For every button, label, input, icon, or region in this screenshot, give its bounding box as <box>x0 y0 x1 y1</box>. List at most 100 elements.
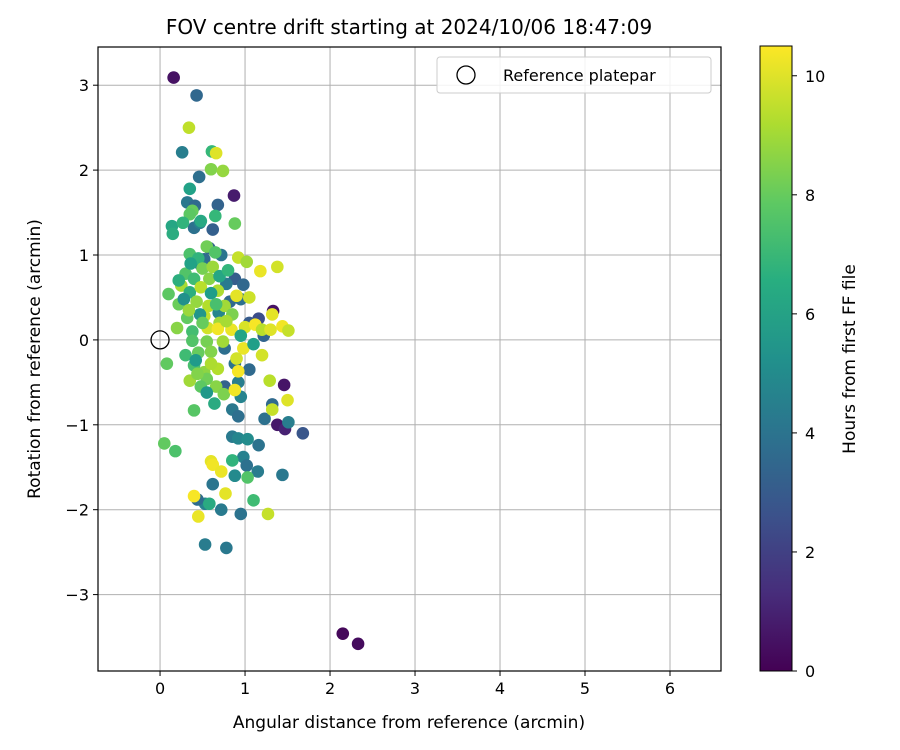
data-point-0 <box>167 71 180 84</box>
data-point-60 <box>182 121 196 134</box>
x-tick-label-5: 5 <box>580 679 590 698</box>
data-point-110 <box>282 324 295 337</box>
data-point-88 <box>194 280 208 294</box>
data-point-69 <box>194 214 208 228</box>
data-point-54 <box>234 507 248 521</box>
data-point-3 <box>227 189 241 202</box>
data-point-115 <box>237 342 250 355</box>
data-point-164 <box>220 314 233 328</box>
data-point-148 <box>191 510 205 523</box>
data-point-124 <box>231 365 245 378</box>
data-point-136 <box>157 437 171 450</box>
data-point-70 <box>208 209 222 223</box>
data-point-103 <box>211 322 225 336</box>
y-tick-label-1: −2 <box>65 501 89 520</box>
data-point-111 <box>265 308 279 321</box>
data-point-163 <box>182 303 196 317</box>
data-point-71 <box>228 217 242 230</box>
y-tick-label-0: −3 <box>65 586 89 605</box>
data-point-161 <box>209 297 223 311</box>
data-point-100 <box>170 321 184 335</box>
data-point-150 <box>204 286 218 300</box>
data-point-49 <box>276 468 289 482</box>
y-tick-label-2: −1 <box>65 416 89 435</box>
y-axis-label: Rotation from reference (arcmin) <box>25 219 45 499</box>
data-point-159 <box>172 274 186 287</box>
x-tick-label-3: 3 <box>410 679 420 698</box>
data-point-74 <box>208 246 222 259</box>
data-point-143 <box>219 487 232 500</box>
data-point-56 <box>220 541 233 555</box>
data-point-23 <box>237 278 250 292</box>
data-point-154 <box>208 397 221 410</box>
legend-box <box>436 56 712 94</box>
plot-frame <box>97 46 722 672</box>
data-point-61 <box>204 162 218 176</box>
data-point-132 <box>228 383 242 397</box>
colorbar-tick-label-3: 6 <box>805 305 815 324</box>
data-point-48 <box>251 465 265 478</box>
data-point-59 <box>209 146 223 160</box>
data-point-120 <box>160 357 174 370</box>
data-point-2 <box>351 637 365 651</box>
data-point-140 <box>206 458 220 471</box>
data-point-142 <box>241 471 254 484</box>
colorbar-tick-label-4: 8 <box>805 186 815 205</box>
legend: Reference platepar <box>436 56 712 94</box>
data-point-82 <box>206 260 220 274</box>
data-point-92 <box>242 291 256 304</box>
data-point-153 <box>200 386 214 399</box>
reference-platepar-marker <box>150 330 170 350</box>
data-point-45 <box>252 438 265 452</box>
data-point-137 <box>169 444 182 458</box>
data-point-39 <box>258 412 271 426</box>
data-point-119 <box>204 345 218 359</box>
data-point-156 <box>234 329 248 342</box>
data-point-155 <box>247 337 260 351</box>
data-point-146 <box>203 497 216 511</box>
data-point-53 <box>214 503 228 516</box>
data-point-128 <box>209 380 223 393</box>
data-point-1 <box>336 627 350 640</box>
data-point-5 <box>277 378 291 392</box>
data-point-112 <box>186 334 199 348</box>
colorbar-tick-label-0: 0 <box>805 662 815 681</box>
data-point-134 <box>265 403 279 416</box>
data-point-131 <box>217 387 231 401</box>
data-point-68 <box>176 216 190 230</box>
data-point-41 <box>282 415 295 429</box>
x-axis-label: Angular distance from reference (arcmin) <box>233 713 585 733</box>
data-point-157 <box>177 292 191 306</box>
data-point-101 <box>186 325 199 338</box>
data-point-166 <box>204 357 218 370</box>
data-point-117 <box>179 348 192 362</box>
data-point-51 <box>206 477 220 491</box>
data-point-67 <box>166 227 180 241</box>
data-point-151 <box>184 257 197 270</box>
x-tick-label-6: 6 <box>665 679 675 698</box>
x-tick-label-1: 1 <box>240 679 250 698</box>
data-point-81 <box>196 262 209 275</box>
colorbar-gradient <box>759 45 793 672</box>
data-point-47 <box>240 459 254 472</box>
colorbar: 0 2 4 6 8 10 Hours from first FF file <box>759 45 860 681</box>
y-tick-label-4: 1 <box>79 246 89 265</box>
data-point-62 <box>216 164 230 178</box>
data-point-145 <box>247 494 260 507</box>
data-point-38 <box>231 410 245 423</box>
legend-label-reference-platepar: Reference platepar <box>503 66 656 85</box>
data-point-9 <box>190 89 203 102</box>
data-point-133 <box>281 393 294 407</box>
data-point-158 <box>189 353 203 367</box>
data-point-11 <box>192 170 206 184</box>
data-point-50 <box>228 469 242 483</box>
data-point-43 <box>231 432 245 445</box>
data-point-63 <box>183 182 197 196</box>
data-point-160 <box>221 263 235 277</box>
colorbar-tick-label-1: 2 <box>805 543 815 562</box>
data-point-125 <box>230 352 243 365</box>
x-tick-label-4: 4 <box>495 679 505 698</box>
data-point-14 <box>211 198 225 212</box>
data-point-86 <box>162 287 175 301</box>
